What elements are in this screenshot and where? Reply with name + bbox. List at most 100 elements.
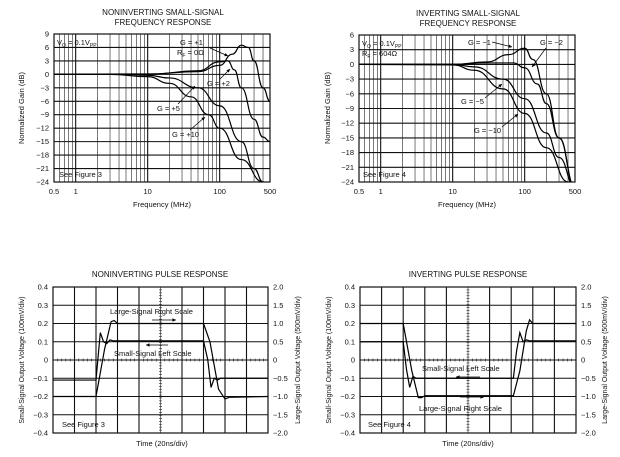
y-tick-label: −0.2: [33, 392, 48, 401]
y-tick-label: −0.1: [33, 374, 48, 383]
x-tick-label: 1: [379, 187, 383, 196]
y-tick-label: 0.2: [345, 319, 355, 328]
y-tick-label: −24: [341, 178, 354, 187]
x-tick-label: 100: [213, 187, 226, 196]
y-tick-label: 0.1: [38, 337, 48, 346]
y-tick-label-right: −0.5: [273, 374, 288, 383]
y-tick-label: 0.2: [38, 319, 48, 328]
y-tick-label: −18: [36, 151, 49, 160]
arrow-icon: [484, 83, 503, 99]
y-tick-label: −12: [36, 124, 49, 133]
chart-title-line-2: FREQUENCY RESPONSE: [115, 18, 212, 27]
y-tick-label: 0: [44, 356, 48, 365]
y-tick-label: 0.3: [345, 301, 355, 310]
series-label-g-minus-5: G = −5: [461, 97, 484, 106]
y-tick-label: 6: [350, 31, 354, 40]
y-tick-label: 0: [351, 356, 355, 365]
small-signal-label: Small-Signal Left Scale: [114, 349, 192, 358]
plot-frame: [52, 286, 269, 434]
y-tick-label: −15: [341, 133, 354, 142]
y-tick-label-right: 0.5: [273, 337, 283, 346]
y-axis-label-left: Small-Signal Output Voltage (100mV/div): [19, 296, 26, 423]
y-tick-label: −0.3: [340, 410, 355, 419]
y-tick-label-right: −2.0: [273, 429, 288, 438]
y-tick-label: −0.4: [340, 429, 355, 438]
small-signal-label: Small-Signal Left Scale: [422, 364, 500, 373]
plot-frame: [359, 286, 577, 434]
y-tick-label-right: 0: [273, 356, 277, 365]
series-line-g-10: [54, 73, 266, 182]
see-figure-note: See Figure 3: [62, 420, 105, 429]
arrow-icon: [531, 47, 547, 68]
x-axis-label: Frequency (MHz): [133, 200, 191, 209]
chart-inverting-frequency-response: INVERTING SMALL-SIGNAL FREQUENCY RESPONS…: [323, 9, 581, 209]
series-label-g-plus-2: G = +2: [207, 79, 230, 88]
y-tick-label-right: 1.5: [273, 301, 283, 310]
y-tick-label: −0.4: [33, 429, 48, 438]
y-axis-label-left: Small-Signal Output Voltage (100mV/div): [326, 296, 333, 423]
x-tick-label: 1: [74, 187, 78, 196]
y-tick-label: −3: [40, 83, 49, 92]
y-tick-label-right: −2.0: [581, 429, 596, 438]
y-tick-label: 6: [45, 43, 49, 52]
y-axis-label: Normalized Gain (dB): [323, 71, 332, 144]
y-tick-label: 9: [45, 30, 49, 39]
y-tick-label: 0.3: [38, 301, 48, 310]
chart-title-line-2: FREQUENCY RESPONSE: [420, 19, 517, 28]
see-figure-note: See Figure 4: [368, 420, 411, 429]
chart-title-line-1: INVERTING SMALL-SIGNAL: [416, 9, 520, 18]
x-axis-label: Frequency (MHz): [438, 200, 496, 209]
y-tick-label: −3: [345, 75, 354, 84]
arrow-icon: [189, 116, 206, 131]
y-tick-label: −0.3: [33, 410, 48, 419]
x-tick-label: 0.5: [49, 187, 59, 196]
y-tick-label: 3: [350, 45, 354, 54]
rf-annotation: RF = 0Ω: [177, 48, 204, 59]
chart-noninverting-pulse-response: NONINVERTING PULSE RESPONSE 0.4 0.3 0.2 0.1…: [19, 270, 302, 448]
series-label-g-minus-1: G = −1: [468, 38, 491, 47]
see-figure-note: See Figure 4: [363, 170, 406, 179]
x-tick-label: 10: [449, 187, 457, 196]
series-line-g-2: [54, 60, 270, 143]
y-tick-label-right: 2.0: [273, 283, 283, 292]
series-label-g-plus-10: G = +10: [172, 130, 199, 139]
series-line-g-2: [359, 62, 572, 182]
series-line-large-signal: [360, 318, 576, 399]
arrow-icon: [491, 41, 513, 48]
y-tick-label: −9: [345, 104, 354, 113]
x-tick-label: 10: [144, 187, 152, 196]
y-tick-label: 3: [45, 56, 49, 65]
y-tick-label: 0.4: [345, 283, 355, 292]
series-line-large-signal: [53, 319, 268, 400]
y-axis-label: Normalized Gain (dB): [17, 71, 26, 144]
y-tick-label: −15: [36, 137, 49, 146]
x-axis-label: Time (20ns/div): [136, 439, 188, 448]
large-signal-label: Large-Signal Right Scale: [419, 404, 502, 413]
y-tick-label: −21: [36, 164, 49, 173]
y-axis-label-right: Large-Signal Output Voltage (500mV/div): [602, 296, 609, 424]
arrow-icon: [177, 85, 196, 105]
y-tick-label: −0.2: [340, 392, 355, 401]
y-tick-label-right: 0.5: [581, 337, 591, 346]
y-tick-label-right: 2.0: [581, 283, 591, 292]
rf-annotation: RF = 604Ω: [362, 49, 398, 60]
series-line-g-10: [359, 63, 569, 182]
y-tick-label: −24: [36, 178, 49, 187]
y-tick-label: −6: [40, 97, 49, 106]
vo-annotation: VO = 0.1VPP: [57, 38, 97, 49]
series-label-g-plus-5: G = +5: [157, 104, 180, 113]
y-tick-label: 0.4: [38, 283, 48, 292]
y-tick-label-right: −1.5: [273, 410, 288, 419]
y-tick-label: 0.1: [345, 337, 355, 346]
see-figure-note: See Figure 3: [59, 170, 102, 179]
x-tick-label: 500: [264, 187, 277, 196]
y-tick-label-right: −1.0: [581, 392, 596, 401]
chart-title: NONINVERTING PULSE RESPONSE: [92, 270, 228, 279]
chart-noninverting-frequency-response: NONINVERTING SMALL-SIGNAL FREQUENCY RESP…: [17, 8, 276, 209]
y-tick-label: 0: [45, 70, 49, 79]
plot-frame: [358, 34, 576, 183]
y-tick-label-right: 1.0: [273, 319, 283, 328]
chart-inverting-pulse-response: INVERTING PULSE RESPONSE 0.4 0.3 0.2 0.1 0 −0…: [326, 270, 609, 448]
arrow-icon: [501, 113, 519, 128]
y-axis-label-right: Large-Signal Output Voltage (500mV/div): [295, 296, 302, 424]
